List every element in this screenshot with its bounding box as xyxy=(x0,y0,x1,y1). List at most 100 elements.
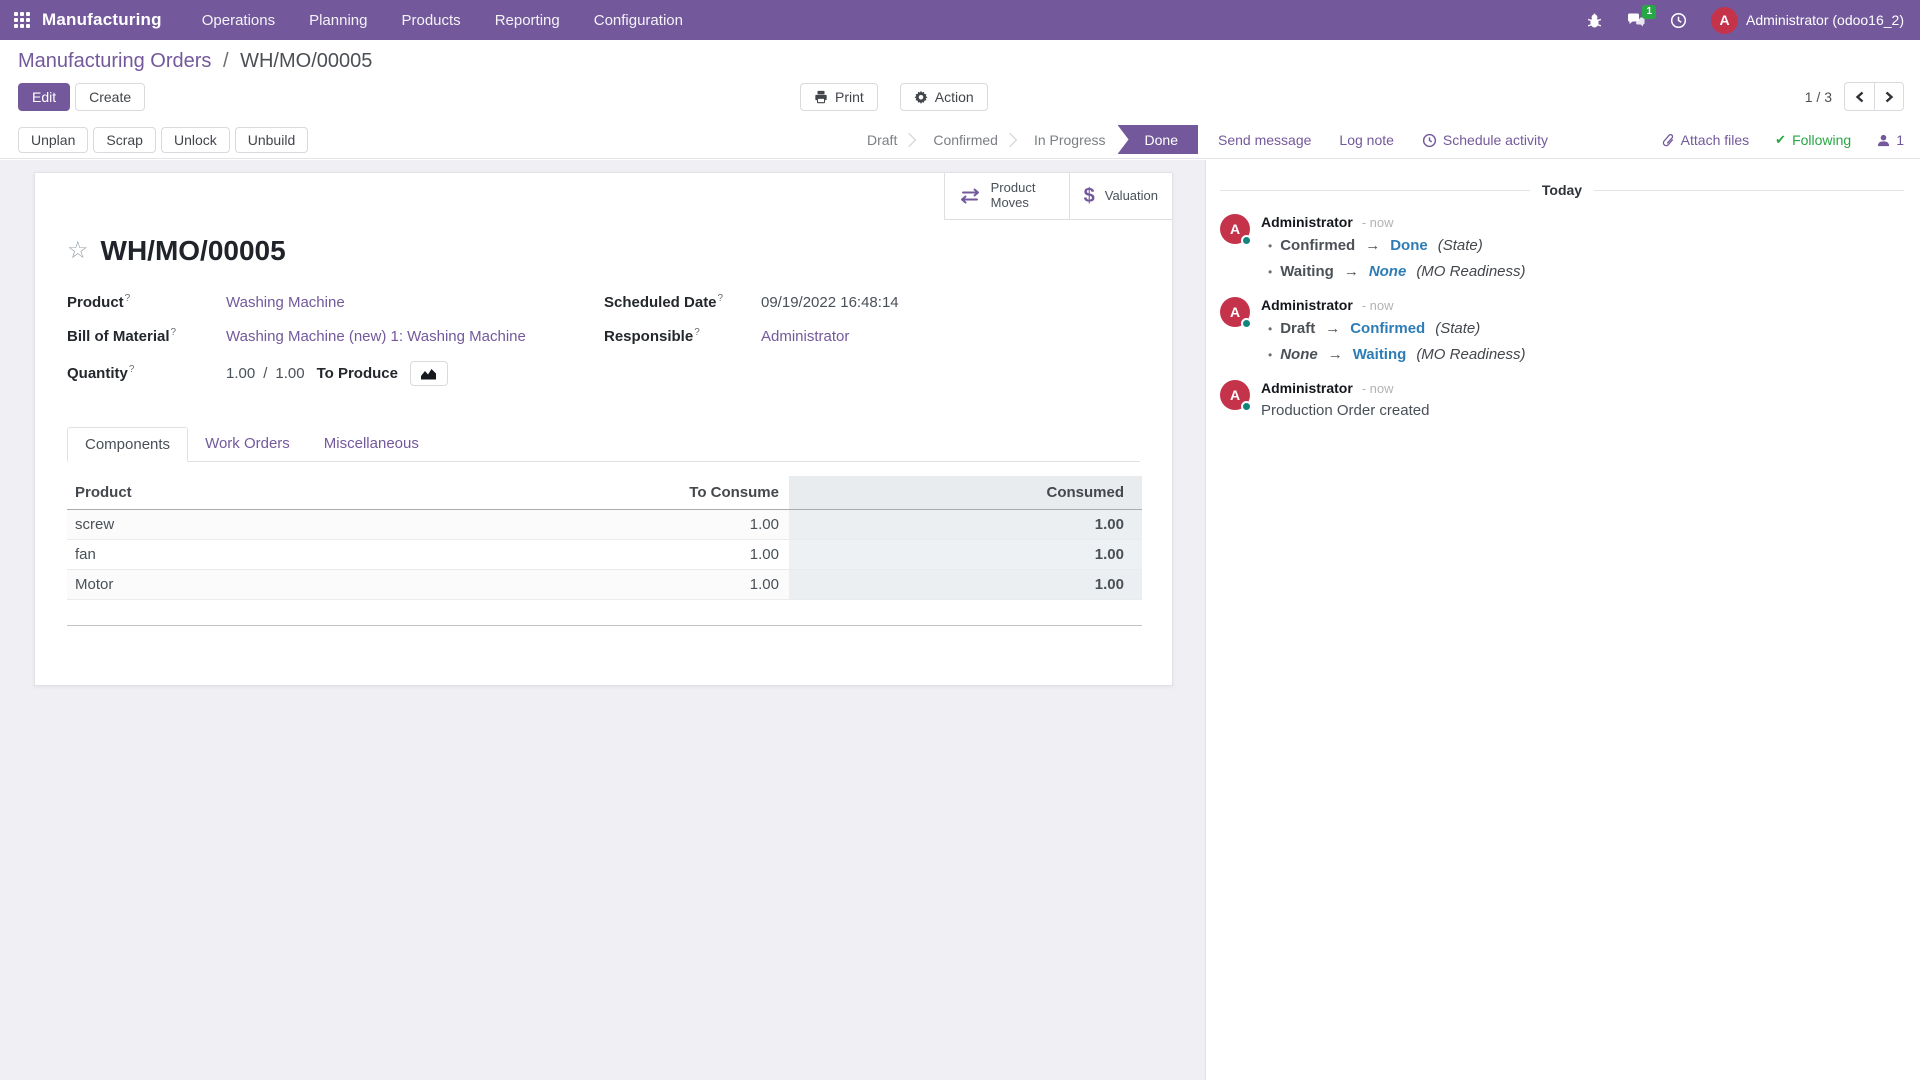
messages-icon[interactable]: 1 xyxy=(1627,12,1646,29)
clock-icon xyxy=(1422,133,1437,148)
dollar-icon: $ xyxy=(1084,186,1095,206)
status-step-done[interactable]: Done xyxy=(1118,125,1198,154)
unlock-button[interactable]: Unlock xyxy=(161,127,230,153)
cell-to-consume: 1.00 xyxy=(372,510,789,540)
message-avatar: A xyxy=(1220,380,1250,410)
smart-button-box: Product Moves $ Valuation xyxy=(944,173,1172,220)
pager-count: 1 / 3 xyxy=(1805,89,1832,105)
bom-field-value[interactable]: Washing Machine (new) 1: Washing Machine xyxy=(226,328,526,345)
create-button[interactable]: Create xyxy=(75,83,145,111)
col-header-product[interactable]: Product xyxy=(67,476,372,510)
debug-bug-icon[interactable] xyxy=(1586,12,1603,29)
col-header-to-consume[interactable]: To Consume xyxy=(372,476,789,510)
quantity-field-label: Quantity? xyxy=(67,364,226,382)
schedule-activity-button[interactable]: Schedule activity xyxy=(1422,132,1548,148)
unbuild-button[interactable]: Unbuild xyxy=(235,127,308,153)
field-hint: ? xyxy=(129,364,135,375)
component-row[interactable]: Motor 1.00 1.00 xyxy=(67,570,1142,600)
edit-button[interactable]: Edit xyxy=(18,83,70,111)
user-menu[interactable]: A Administrator (odoo16_2) xyxy=(1711,7,1904,34)
cell-product: Motor xyxy=(67,570,372,600)
message-author[interactable]: Administrator xyxy=(1261,297,1353,313)
activities-clock-icon[interactable] xyxy=(1670,12,1687,29)
product-moves-smart-button[interactable]: Product Moves xyxy=(944,173,1069,220)
send-message-button[interactable]: Send message xyxy=(1218,132,1311,148)
form-view-area: Product Moves $ Valuation ☆ WH/MO/00005 … xyxy=(0,160,1206,1080)
chatter-message: A Administrator - now • Confirmed → Done xyxy=(1220,214,1904,280)
app-name[interactable]: Manufacturing xyxy=(42,10,162,30)
check-icon: ✔ xyxy=(1775,132,1786,148)
chatter-message: A Administrator - now • Draft → Confirme… xyxy=(1220,297,1904,363)
tracking-line: • Waiting → None (MO Readiness) xyxy=(1268,263,1526,280)
notebook-tabs: Components Work Orders Miscellaneous xyxy=(67,427,1140,462)
to-produce-label: To Produce xyxy=(317,365,398,382)
area-chart-icon xyxy=(420,367,437,380)
scheduled-date-field-label: Scheduled Date? xyxy=(604,293,761,311)
top-navbar: Manufacturing Operations Planning Produc… xyxy=(0,0,1920,40)
tab-miscellaneous[interactable]: Miscellaneous xyxy=(307,427,436,461)
unplan-button[interactable]: Unplan xyxy=(18,127,88,153)
paperclip-icon xyxy=(1662,133,1675,148)
pager-previous-button[interactable] xyxy=(1844,82,1874,111)
status-step-draft[interactable]: Draft xyxy=(857,125,923,154)
exchange-arrows-icon xyxy=(959,188,981,204)
print-button[interactable]: Print xyxy=(800,83,878,111)
chevron-right-icon xyxy=(1884,91,1894,103)
component-row[interactable]: screw 1.00 1.00 xyxy=(67,510,1142,540)
menu-operations[interactable]: Operations xyxy=(202,12,275,29)
breadcrumb: Manufacturing Orders / WH/MO/00005 xyxy=(18,50,1920,73)
cell-consumed: 1.00 xyxy=(789,570,1142,600)
person-icon xyxy=(1877,134,1890,147)
online-status-dot xyxy=(1241,318,1252,329)
attach-files-button[interactable]: Attach files xyxy=(1662,132,1749,148)
tracking-line: • Confirmed → Done (State) xyxy=(1268,237,1526,254)
messages-count-badge: 1 xyxy=(1642,5,1656,19)
product-field-value[interactable]: Washing Machine xyxy=(226,294,345,311)
menu-products[interactable]: Products xyxy=(401,12,460,29)
menu-planning[interactable]: Planning xyxy=(309,12,367,29)
col-header-consumed[interactable]: Consumed xyxy=(789,476,1142,510)
bom-field-label: Bill of Material? xyxy=(67,327,226,345)
field-hint: ? xyxy=(694,327,700,338)
chatter-message: A Administrator - now Production Order c… xyxy=(1220,380,1904,419)
online-status-dot xyxy=(1241,401,1252,412)
menu-configuration[interactable]: Configuration xyxy=(594,12,683,29)
log-note-button[interactable]: Log note xyxy=(1339,132,1394,148)
cell-consumed: 1.00 xyxy=(789,540,1142,570)
forecast-chart-button[interactable] xyxy=(410,361,448,386)
pager-next-button[interactable] xyxy=(1874,82,1904,111)
component-row[interactable]: fan 1.00 1.00 xyxy=(67,540,1142,570)
message-author[interactable]: Administrator xyxy=(1261,380,1353,396)
tracking-line: • Draft → Confirmed (State) xyxy=(1268,320,1526,337)
user-name: Administrator (odoo16_2) xyxy=(1746,12,1904,28)
following-button[interactable]: ✔ Following xyxy=(1775,132,1851,148)
scrap-button[interactable]: Scrap xyxy=(93,127,156,153)
message-author[interactable]: Administrator xyxy=(1261,214,1353,230)
status-step-in-progress[interactable]: In Progress xyxy=(1024,125,1118,154)
menu-reporting[interactable]: Reporting xyxy=(495,12,560,29)
responsible-field-value[interactable]: Administrator xyxy=(761,328,849,345)
quantity-produced: 1.00 xyxy=(226,365,255,382)
favorite-star-icon[interactable]: ☆ xyxy=(67,239,89,263)
message-timestamp: - now xyxy=(1362,381,1394,396)
quantity-separator: / xyxy=(263,365,267,382)
followers-count: 1 xyxy=(1896,132,1904,148)
followers-button[interactable]: 1 xyxy=(1877,132,1904,148)
cell-product: fan xyxy=(67,540,372,570)
quantity-total: 1.00 xyxy=(275,365,304,382)
message-timestamp: - now xyxy=(1362,215,1394,230)
chevron-left-icon xyxy=(1855,91,1865,103)
tab-work-orders[interactable]: Work Orders xyxy=(188,427,307,461)
chatter-topbar: Send message Log note Schedule activity xyxy=(1218,121,1920,159)
apps-grid-icon[interactable] xyxy=(14,12,30,28)
status-step-confirmed[interactable]: Confirmed xyxy=(923,125,1024,154)
cell-consumed: 1.00 xyxy=(789,510,1142,540)
table-footer-row xyxy=(67,600,1142,626)
tab-components[interactable]: Components xyxy=(67,427,188,462)
action-button[interactable]: Action xyxy=(900,83,988,111)
field-hint: ? xyxy=(171,327,177,338)
valuation-smart-button[interactable]: $ Valuation xyxy=(1069,173,1172,220)
breadcrumb-parent-link[interactable]: Manufacturing Orders xyxy=(18,50,211,72)
tracking-line: • None → Waiting (MO Readiness) xyxy=(1268,346,1526,363)
cell-to-consume: 1.00 xyxy=(372,540,789,570)
